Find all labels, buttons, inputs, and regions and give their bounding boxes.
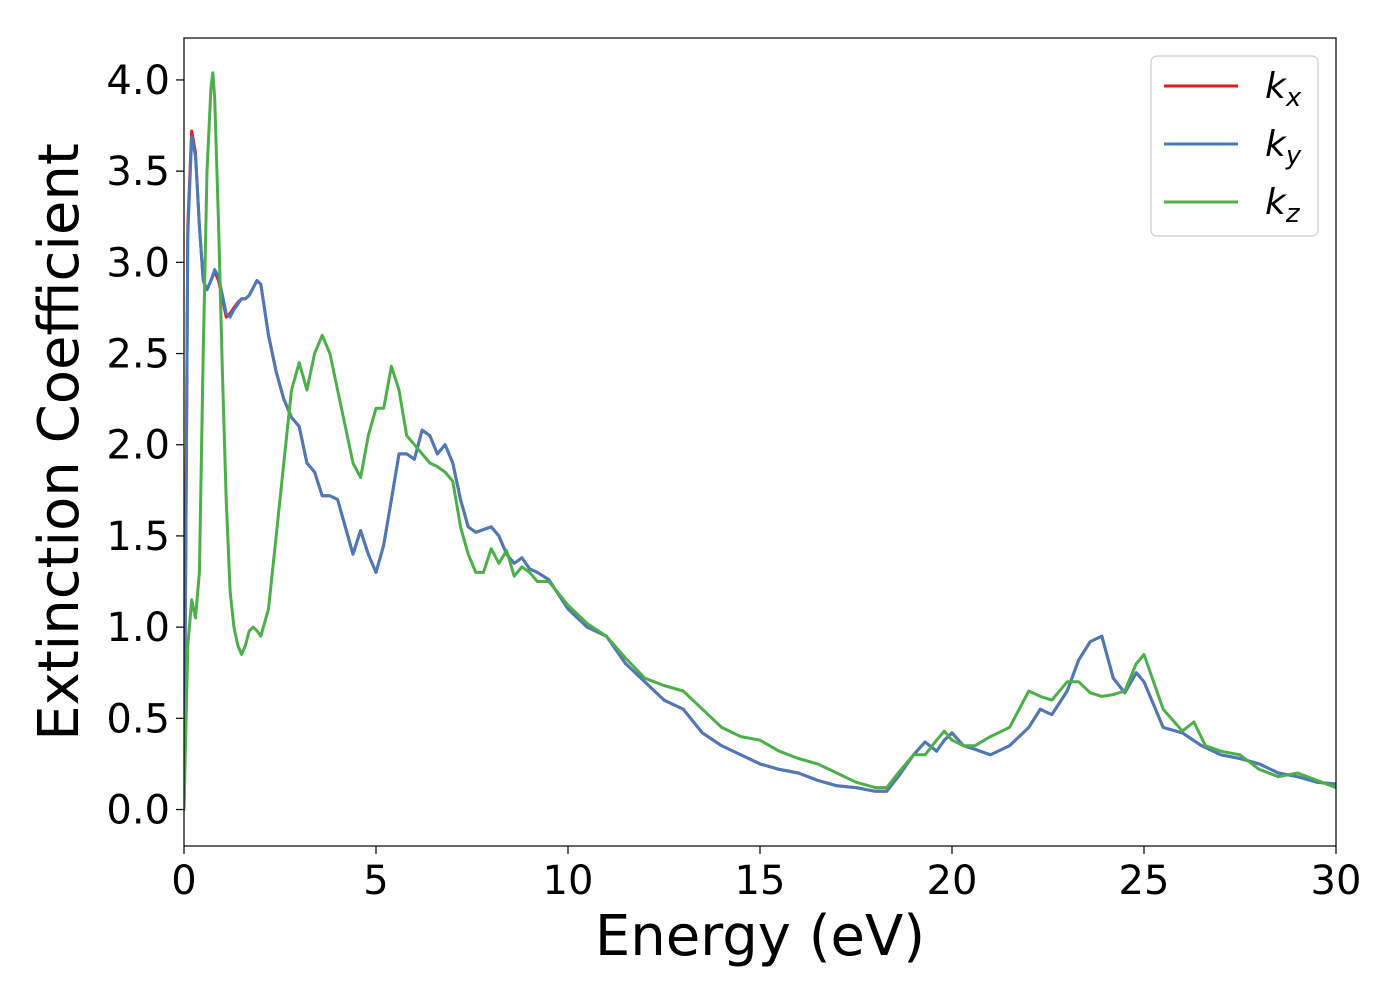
y-tick-label: 0.0	[106, 788, 170, 834]
y-tick-label: 1.5	[106, 514, 170, 560]
plot-frame	[183, 37, 1337, 847]
x-tick-label: 5	[363, 858, 388, 904]
x-tick-label: 0	[171, 858, 196, 904]
series-line-kz	[184, 71, 1336, 811]
y-axis-label: Extinction Coefficient	[27, 143, 92, 741]
series-layer	[184, 71, 1336, 811]
series-line-ky	[184, 135, 1336, 811]
x-tick-label: 10	[543, 858, 594, 904]
legend: kx ky kz	[1150, 55, 1319, 237]
x-tick-label: 25	[1119, 858, 1170, 904]
x-axis-label: Energy (eV)	[595, 904, 925, 969]
y-tick-label: 4.0	[106, 58, 170, 104]
y-tick-label: 0.5	[106, 696, 170, 742]
x-tick-label: 20	[927, 858, 978, 904]
legend-label-kz: kz	[1265, 182, 1301, 229]
y-tick-label: 3.0	[106, 240, 170, 286]
legend-label-kx: kx	[1265, 66, 1302, 113]
legend-box	[1150, 55, 1319, 237]
y-tick-label: 3.5	[106, 149, 170, 195]
x-tick-label: 15	[735, 858, 786, 904]
y-tick-label: 1.0	[106, 605, 170, 651]
y-axis-ticks: 0.0 0.5 1.0 1.5 2.0 2.5 3.0 3.5 4.0	[106, 58, 184, 834]
x-tick-label: 30	[1311, 858, 1362, 904]
y-tick-label: 2.5	[106, 332, 170, 378]
y-tick-label: 2.0	[106, 423, 170, 469]
x-axis-ticks: 0 5 10 15 20 25 30	[171, 846, 1361, 904]
legend-label-ky: ky	[1265, 124, 1302, 171]
